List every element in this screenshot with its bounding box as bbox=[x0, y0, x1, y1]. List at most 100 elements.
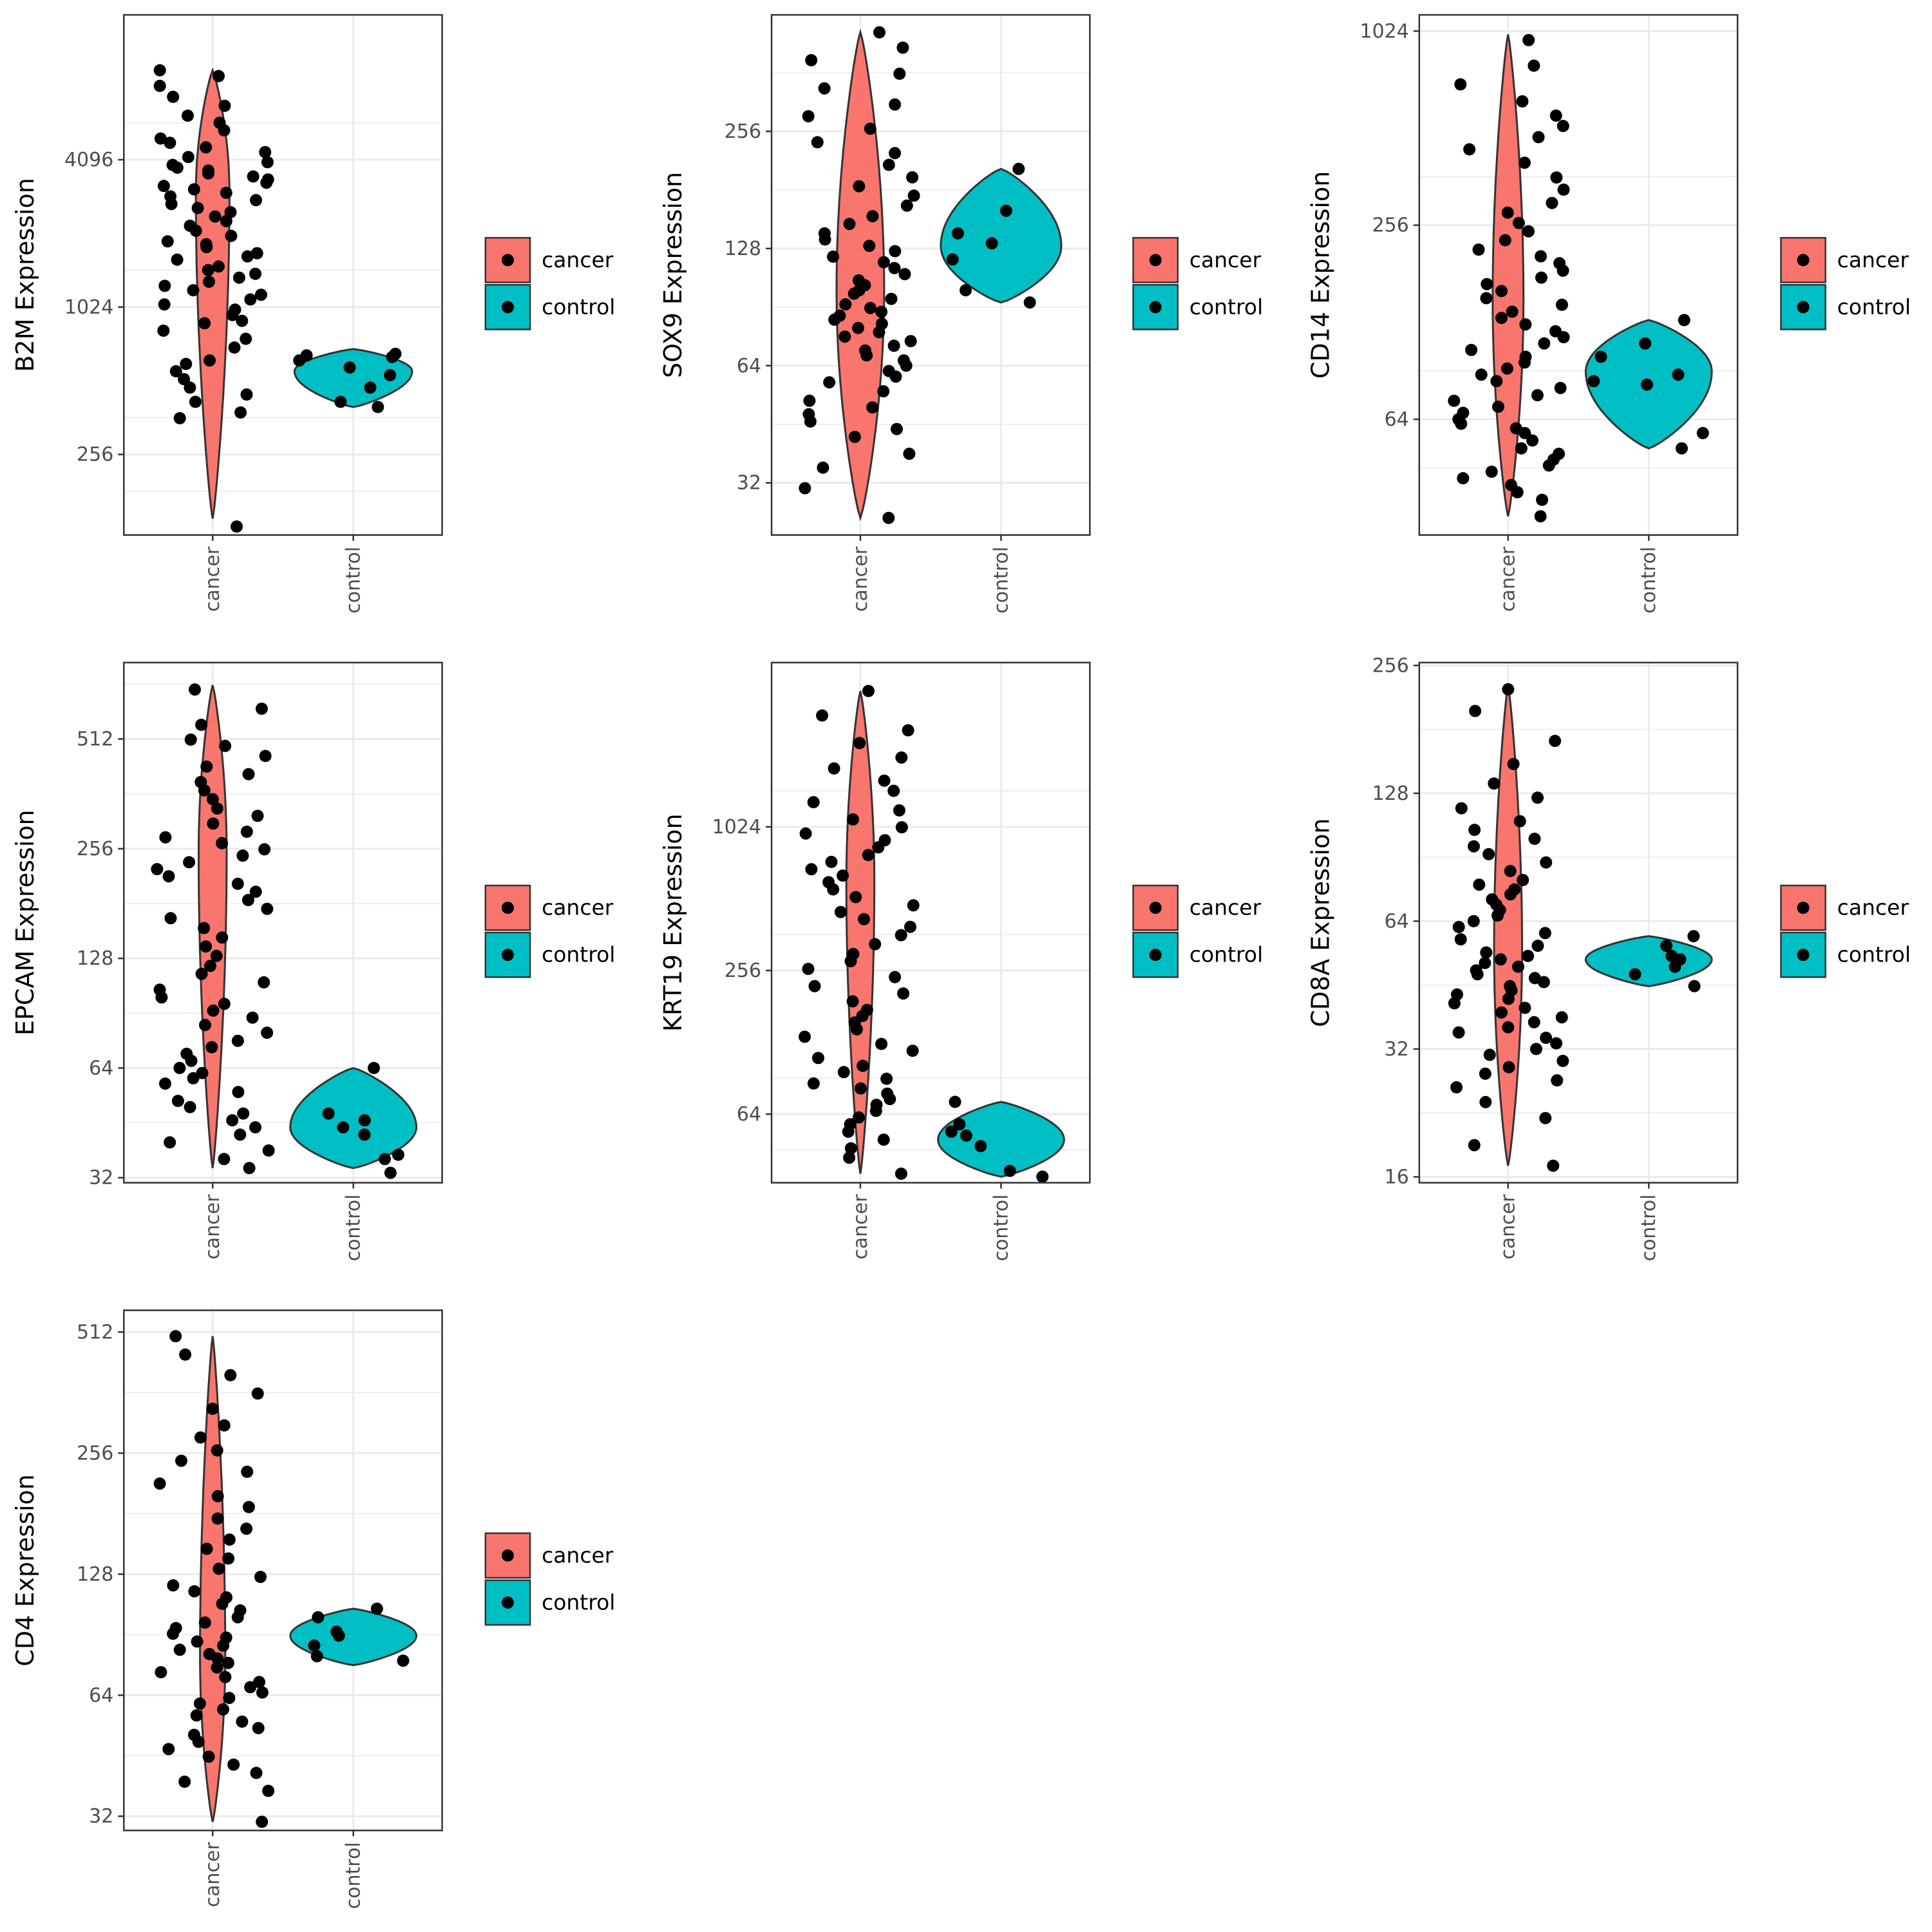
data-point bbox=[261, 1027, 274, 1039]
data-point bbox=[853, 1111, 865, 1124]
data-point bbox=[209, 210, 222, 223]
legend-label: control bbox=[1189, 942, 1263, 967]
data-point bbox=[216, 837, 229, 849]
data-point bbox=[1504, 980, 1516, 992]
data-point bbox=[179, 1348, 192, 1361]
data-point bbox=[805, 863, 818, 876]
data-point bbox=[220, 1591, 232, 1604]
data-point bbox=[880, 1072, 893, 1085]
data-point bbox=[187, 183, 200, 196]
data-point bbox=[1553, 448, 1565, 460]
data-point bbox=[870, 1099, 883, 1112]
data-point bbox=[843, 1151, 856, 1164]
data-point bbox=[862, 685, 875, 697]
data-point bbox=[904, 920, 916, 933]
data-point bbox=[213, 1562, 225, 1575]
data-point bbox=[1513, 815, 1526, 828]
data-point bbox=[240, 388, 253, 401]
data-point bbox=[182, 109, 194, 122]
data-point bbox=[1522, 225, 1535, 238]
data-point bbox=[241, 1465, 254, 1478]
data-point bbox=[151, 863, 164, 876]
data-point bbox=[866, 210, 879, 223]
data-point bbox=[1457, 472, 1470, 485]
violin-control bbox=[940, 167, 1063, 304]
legend-label: control bbox=[542, 942, 615, 967]
data-point bbox=[1507, 757, 1520, 770]
data-point bbox=[877, 1133, 890, 1146]
data-point bbox=[1551, 1074, 1564, 1087]
data-point bbox=[889, 147, 901, 160]
data-point bbox=[1549, 109, 1562, 122]
data-point bbox=[254, 1571, 267, 1584]
y-axis-title: B2M Expression bbox=[11, 178, 39, 372]
y-tick-label: 32 bbox=[89, 1805, 113, 1828]
data-point bbox=[1469, 705, 1482, 717]
data-point bbox=[945, 1125, 958, 1138]
data-point bbox=[1531, 389, 1544, 402]
data-point bbox=[255, 703, 268, 715]
data-point bbox=[164, 137, 176, 149]
data-point bbox=[211, 802, 223, 815]
data-point bbox=[857, 1059, 869, 1072]
data-point bbox=[862, 849, 875, 862]
y-axis-title: CD4 Expression bbox=[11, 1474, 39, 1666]
data-point bbox=[875, 305, 888, 318]
data-point bbox=[1512, 960, 1524, 973]
data-point bbox=[1448, 394, 1461, 407]
data-point bbox=[202, 263, 214, 276]
data-point bbox=[159, 1077, 171, 1090]
data-point bbox=[261, 156, 274, 169]
data-point bbox=[853, 180, 866, 193]
data-point bbox=[1540, 856, 1553, 869]
data-point bbox=[1488, 777, 1501, 790]
data-point bbox=[900, 199, 913, 212]
data-point bbox=[1481, 278, 1493, 290]
data-point bbox=[1587, 375, 1600, 388]
data-point bbox=[199, 1019, 211, 1032]
data-point bbox=[866, 401, 879, 414]
data-point bbox=[167, 1579, 180, 1592]
legend-point bbox=[1797, 902, 1810, 914]
data-point bbox=[187, 1072, 200, 1084]
data-point bbox=[1023, 296, 1036, 309]
data-point bbox=[825, 855, 838, 868]
data-point bbox=[223, 1533, 236, 1546]
panel-border bbox=[1418, 14, 1739, 536]
data-point bbox=[202, 164, 214, 177]
data-point bbox=[863, 240, 876, 252]
data-point bbox=[1468, 824, 1481, 837]
data-point bbox=[811, 136, 824, 149]
data-point bbox=[802, 963, 815, 975]
data-point bbox=[1528, 59, 1540, 72]
data-point bbox=[384, 369, 397, 381]
data-point bbox=[852, 321, 864, 334]
data-point bbox=[205, 1041, 218, 1054]
data-point bbox=[906, 171, 919, 184]
data-point bbox=[849, 891, 862, 904]
data-point bbox=[203, 1647, 216, 1660]
data-point bbox=[1501, 206, 1514, 219]
data-point bbox=[218, 1419, 231, 1432]
data-point bbox=[808, 980, 821, 992]
data-point bbox=[1555, 1011, 1568, 1024]
data-point bbox=[860, 1003, 873, 1016]
data-point bbox=[200, 760, 213, 773]
data-point bbox=[231, 877, 244, 890]
data-point bbox=[228, 341, 241, 354]
data-point bbox=[1482, 848, 1495, 860]
data-point bbox=[244, 293, 257, 306]
violin-control bbox=[1584, 935, 1713, 987]
data-point bbox=[1557, 184, 1570, 196]
data-point bbox=[300, 349, 313, 362]
panel-background bbox=[772, 662, 1090, 1183]
data-point bbox=[220, 1631, 232, 1644]
data-point bbox=[1555, 298, 1568, 311]
data-point bbox=[229, 303, 242, 316]
y-tick-label: 64 bbox=[1385, 910, 1409, 933]
data-point bbox=[222, 1552, 235, 1565]
data-point bbox=[222, 1656, 234, 1669]
data-point bbox=[1502, 683, 1515, 696]
data-point bbox=[196, 1066, 209, 1079]
legend-label: control bbox=[542, 1589, 615, 1615]
